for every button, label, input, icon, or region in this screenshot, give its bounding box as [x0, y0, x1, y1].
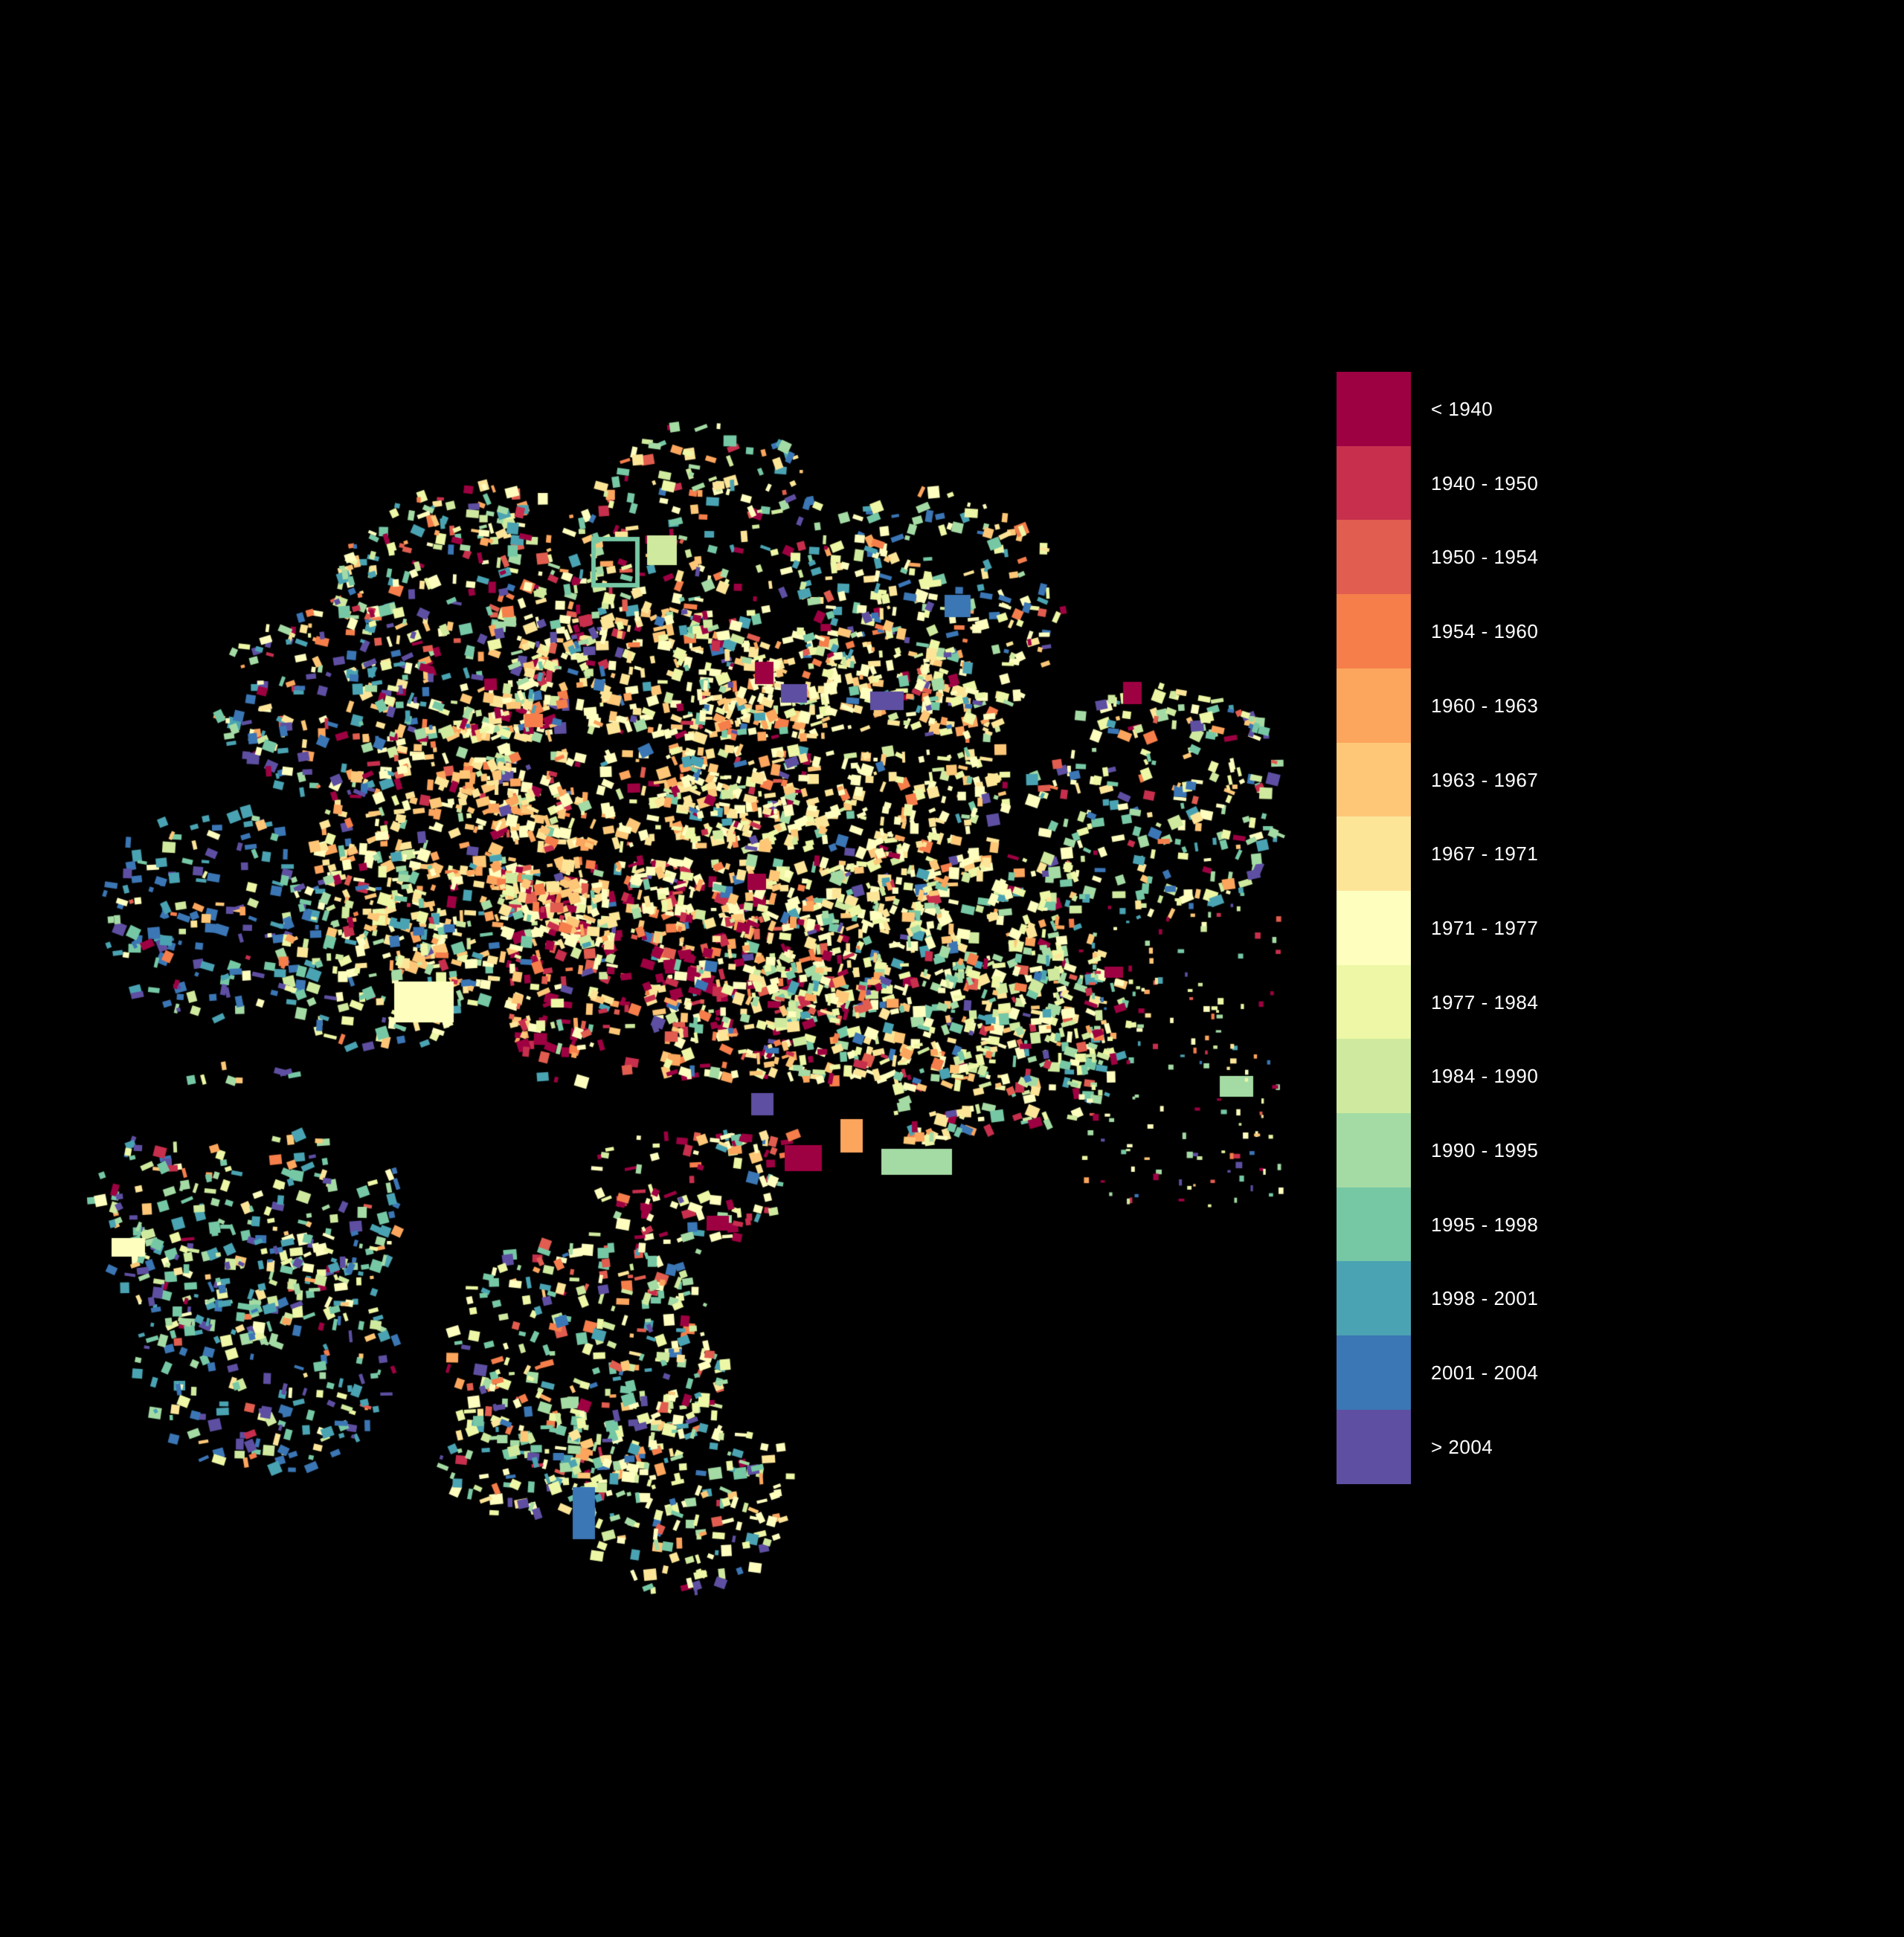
legend-swatch [1337, 1335, 1411, 1411]
legend-item: 1998 - 2001 [1337, 1261, 1634, 1336]
legend-swatch [1337, 1409, 1411, 1484]
legend-swatch [1337, 668, 1411, 743]
legend-swatch [1337, 964, 1411, 1040]
legend-label: 1995 - 1998 [1431, 1213, 1539, 1236]
legend-swatch [1337, 594, 1411, 669]
legend-label: 2001 - 2004 [1431, 1361, 1539, 1385]
legend-swatch [1337, 1187, 1411, 1262]
legend-label: 1940 - 1950 [1431, 471, 1539, 494]
legend-swatch [1337, 1261, 1411, 1336]
legend-label: 1998 - 2001 [1431, 1287, 1539, 1310]
legend-item: 1990 - 1995 [1337, 1113, 1634, 1187]
legend-swatch [1337, 372, 1411, 446]
legend-label: < 1940 [1431, 398, 1493, 420]
legend-label: 1971 - 1977 [1431, 916, 1539, 939]
legend-item: 1940 - 1950 [1337, 445, 1634, 520]
legend-item: 2001 - 2004 [1337, 1335, 1634, 1411]
legend-label: 1990 - 1995 [1431, 1139, 1539, 1161]
legend-label: 1984 - 1990 [1431, 1065, 1539, 1088]
legend: < 1940 1940 - 1950 1950 - 1954 1954 - 1960 1… [1337, 372, 1634, 1484]
legend-swatch [1337, 816, 1411, 892]
legend-swatch [1337, 742, 1411, 817]
legend-label: > 2004 [1431, 1435, 1493, 1458]
legend-label: 1954 - 1960 [1431, 620, 1539, 643]
legend-label: 1950 - 1954 [1431, 546, 1539, 569]
legend-label: 1963 - 1967 [1431, 768, 1539, 791]
legend-item: 1960 - 1963 [1337, 668, 1634, 743]
legend-swatch [1337, 890, 1411, 965]
legend-swatch [1337, 1039, 1411, 1114]
legend-swatch [1337, 445, 1411, 520]
legend-swatch [1337, 1113, 1411, 1187]
legend-label: 1967 - 1971 [1431, 842, 1539, 866]
legend-item: 1995 - 1998 [1337, 1187, 1634, 1262]
legend-swatch [1337, 520, 1411, 595]
legend-label: 1960 - 1963 [1431, 694, 1539, 717]
legend-item: 1963 - 1967 [1337, 742, 1634, 817]
legend-item: 1950 - 1954 [1337, 520, 1634, 595]
legend-item: 1967 - 1971 [1337, 816, 1634, 892]
legend-item: < 1940 [1337, 372, 1634, 446]
legend-item: 1984 - 1990 [1337, 1039, 1634, 1114]
legend-item: > 2004 [1337, 1409, 1634, 1484]
legend-item: 1977 - 1984 [1337, 964, 1634, 1040]
legend-label: 1977 - 1984 [1431, 990, 1539, 1013]
legend-item: 1954 - 1960 [1337, 594, 1634, 669]
legend-item: 1971 - 1977 [1337, 890, 1634, 965]
